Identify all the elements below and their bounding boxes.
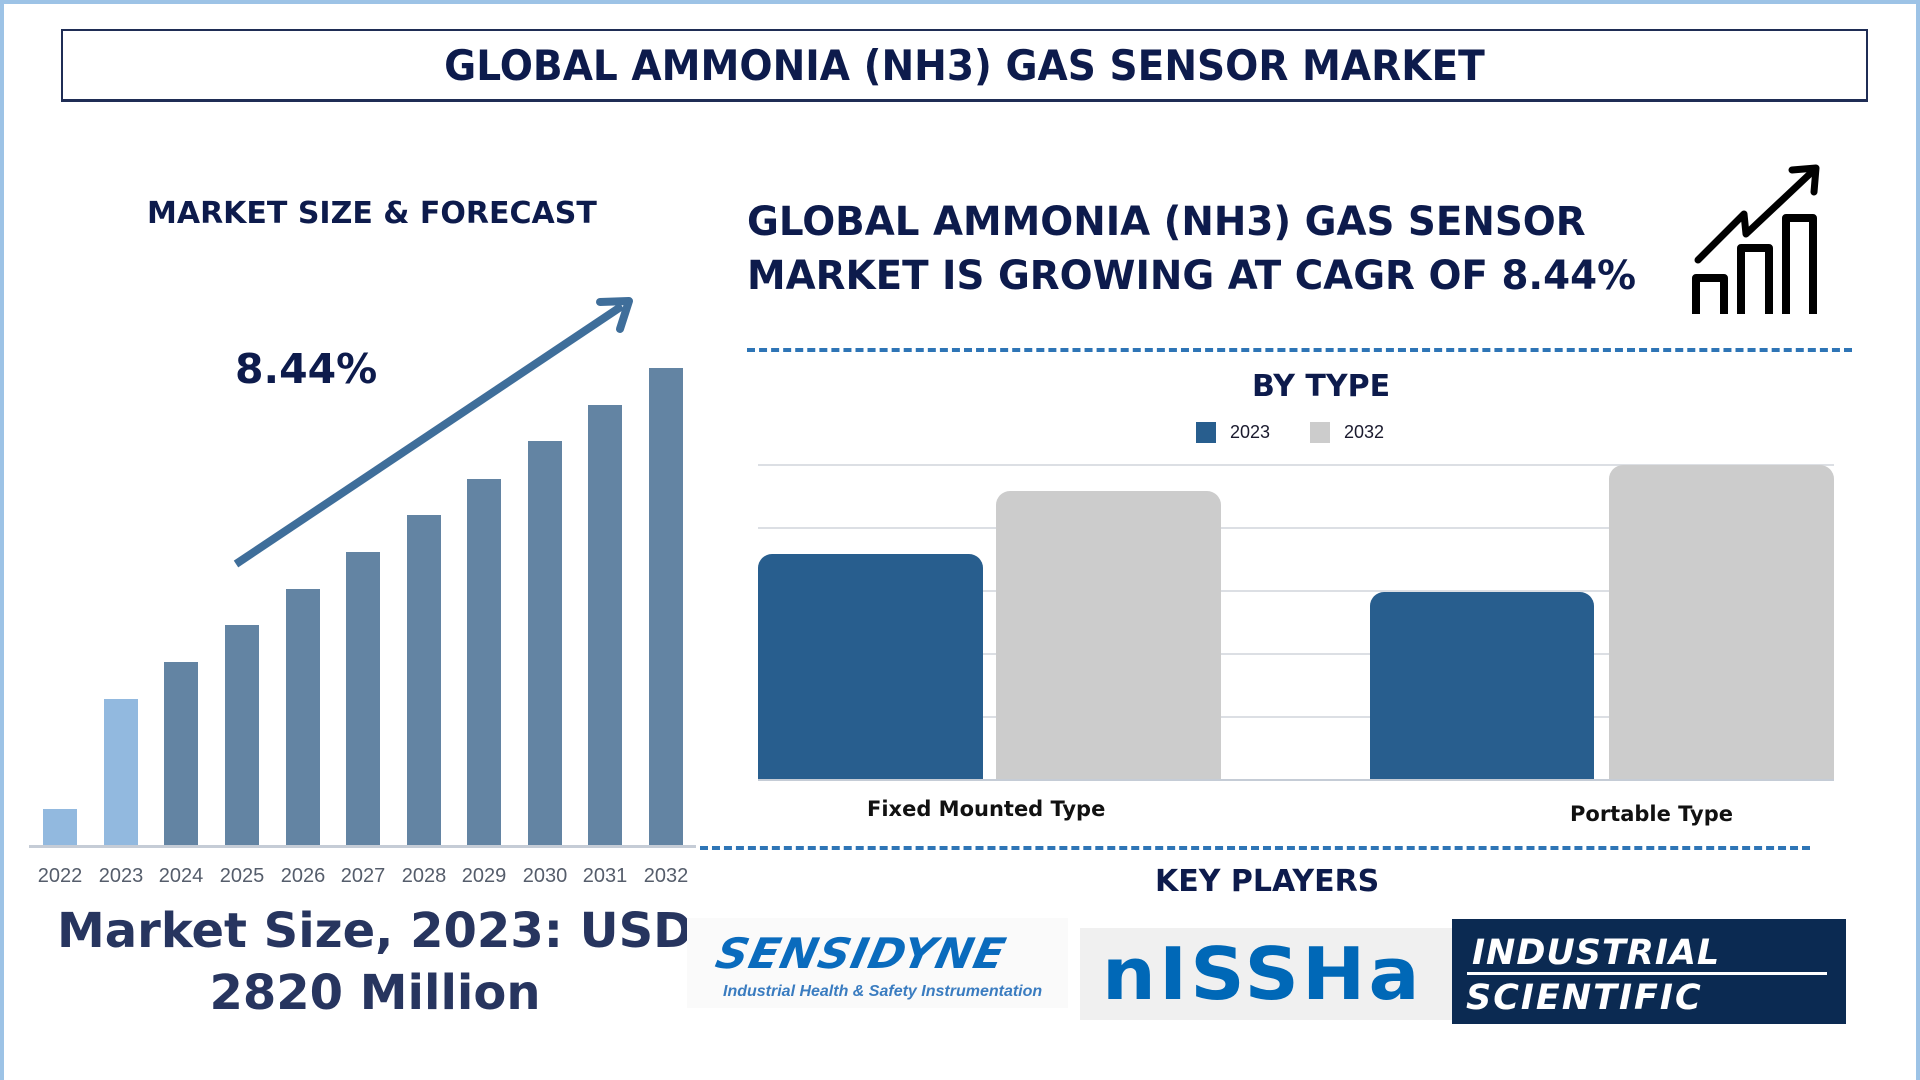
legend-swatch-2032 [1310, 422, 1330, 443]
category-label-portable: Portable Type [1570, 802, 1733, 826]
logo-rule [1467, 972, 1827, 975]
legend-label-2032: 2032 [1344, 422, 1385, 442]
market-size-line-1: Market Size, 2023: USD [56, 903, 694, 959]
market-size-line-2: 2820 Million [209, 965, 541, 1021]
by-type-heading: BY TYPE [1252, 369, 1391, 404]
section-divider-top [747, 348, 1852, 352]
category-label-fixed-mounted: Fixed Mounted Type [867, 797, 1106, 821]
section-divider-bottom [700, 846, 1810, 850]
sensidyne-wordmark: SENSIDYNE [711, 929, 1011, 978]
bar-2023 [104, 699, 138, 845]
x-axis-line [29, 845, 696, 848]
bar-2025 [225, 625, 259, 845]
legend-label-2023: 2023 [1230, 422, 1271, 442]
cagr-headline: GLOBAL AMMONIA (NH3) GAS SENSOR MARKET I… [747, 195, 1636, 303]
bar-portable-2023 [1370, 592, 1594, 780]
sensidyne-tagline: Industrial Health & Safety Instrumentati… [723, 983, 1043, 1000]
industrial-scientific-line-1: INDUSTRIAL [1472, 933, 1721, 973]
market-size-forecast-heading: MARKET SIZE & FORECAST [147, 196, 597, 231]
growth-chart-icon [1692, 164, 1820, 314]
year-label: 2030 [522, 865, 568, 887]
year-label: 2028 [401, 865, 447, 887]
headline-line-2: MARKET IS GROWING AT CAGR OF 8.44% [747, 253, 1637, 299]
gridline [758, 590, 1834, 592]
bar-2030 [528, 441, 562, 845]
bar-2026 [286, 589, 320, 845]
year-label: 2026 [280, 865, 326, 887]
bar-2032 [649, 368, 683, 845]
page-title: GLOBAL AMMONIA (NH3) GAS SENSOR MARKET [444, 40, 1485, 90]
bar-fixed-mounted-2023 [758, 554, 983, 780]
gridline [758, 716, 1834, 718]
bar-fixed-mounted-2032 [996, 491, 1221, 780]
cagr-value-label: 8.44% [235, 345, 378, 393]
bar-portable-2032 [1609, 465, 1834, 780]
year-label: 2031 [582, 865, 628, 887]
year-label: 2023 [98, 865, 144, 887]
market-size-summary: Market Size, 2023: USD 2820 Million [30, 900, 720, 1024]
gridline [758, 464, 1834, 466]
legend-swatch-2023 [1196, 422, 1216, 443]
trend-arrow-icon [233, 297, 633, 568]
year-label: 2027 [340, 865, 386, 887]
industrial-scientific-line-2: SCIENTIFIC [1466, 978, 1703, 1018]
year-label: 2029 [461, 865, 507, 887]
year-label: 2032 [643, 865, 689, 887]
title-banner: GLOBAL AMMONIA (NH3) GAS SENSOR MARKET [61, 29, 1868, 102]
logo-sensidyne: SENSIDYNE Industrial Health & Safety Ins… [687, 918, 1068, 1008]
x-axis-line [758, 779, 1834, 781]
bar-2022 [43, 809, 77, 845]
bar-2028 [407, 515, 441, 845]
nissha-wordmark: nISSHa [1102, 932, 1423, 1016]
headline-line-1: GLOBAL AMMONIA (NH3) GAS SENSOR [747, 199, 1586, 245]
bar-2029 [467, 479, 501, 845]
gridline [758, 653, 1834, 655]
year-label: 2025 [219, 865, 265, 887]
logo-nissha: nISSHa [1080, 928, 1452, 1020]
gridline [758, 527, 1834, 529]
logo-industrial-scientific: INDUSTRIAL SCIENTIFIC [1452, 919, 1846, 1024]
bar-2031 [588, 405, 622, 845]
year-label: 2024 [158, 865, 204, 887]
bar-2024 [164, 662, 198, 845]
key-players-heading: KEY PLAYERS [1155, 864, 1380, 899]
year-label: 2022 [37, 865, 83, 887]
bar-2027 [346, 552, 380, 845]
